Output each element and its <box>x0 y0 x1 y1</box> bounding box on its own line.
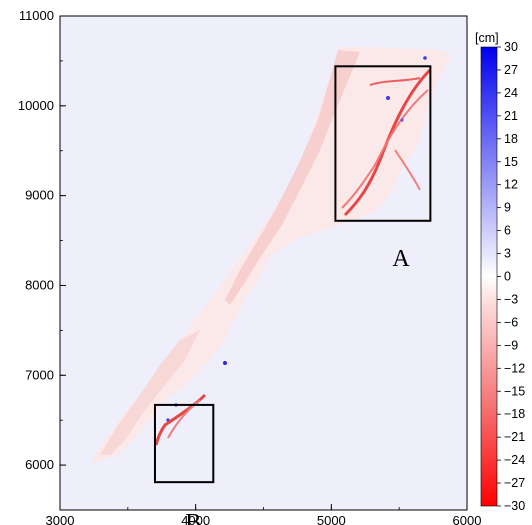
colorbar-tick-label: −15 <box>504 384 525 398</box>
y-tick-label: 6000 <box>25 457 54 472</box>
x-tick-label: 5000 <box>317 513 346 525</box>
blue-speck <box>223 361 227 365</box>
x-axis: 3000 4000 5000 6000 <box>46 504 482 525</box>
colorbar-tick-label: 0 <box>504 270 511 284</box>
x-tick-label: 4000 <box>181 513 210 525</box>
y-tick-label: 7000 <box>25 367 54 382</box>
data-scar-a4 <box>394 149 421 191</box>
region-box-a <box>334 65 432 222</box>
data-scar-b2 <box>167 399 201 439</box>
colorbar-tick-label: −9 <box>504 338 518 352</box>
region-label-a: A <box>392 246 410 272</box>
y-tick-label: 9000 <box>25 188 54 203</box>
colorbar-tick-label: 6 <box>504 224 511 238</box>
x-tick-label: 3000 <box>46 513 75 525</box>
colorbar-tick-label: −12 <box>504 361 525 375</box>
y-tick-label: 10000 <box>18 98 54 113</box>
region-label-b: B <box>185 510 201 525</box>
y-tick-label: 11000 <box>19 8 54 23</box>
data-scar-a3 <box>369 77 421 86</box>
region-box-b <box>153 403 215 484</box>
data-scar-a2 <box>341 89 429 209</box>
colorbar-tick-label: −18 <box>504 407 525 421</box>
x-tick-label: 6000 <box>453 513 482 525</box>
data-band-lower <box>100 330 200 455</box>
colorbar-tick-label: −27 <box>504 476 525 490</box>
colorbar-tick-label: 27 <box>504 63 518 77</box>
y-axis: 6000 7000 8000 9000 10000 11000 <box>18 8 66 511</box>
colorbar-tick-label: −21 <box>504 430 525 444</box>
colorbar-tick-label: 24 <box>504 86 518 100</box>
colorbar-tick-label: 3 <box>504 247 511 261</box>
colorbar <box>480 46 498 507</box>
colorbar-tick-label: 21 <box>504 109 518 123</box>
colorbar-tick-label: −30 <box>504 499 525 513</box>
blue-speck <box>423 56 427 60</box>
blue-speck <box>386 96 390 100</box>
data-band-upper <box>225 50 360 305</box>
colorbar-tick-label: 12 <box>504 178 518 192</box>
data-scar-a1 <box>343 68 432 217</box>
displacement-data-layer <box>90 46 452 465</box>
colorbar-unit: [cm] <box>475 31 499 45</box>
colorbar-tick-label: −3 <box>504 292 518 306</box>
blue-speck <box>400 118 404 122</box>
colorbar-ticks: 302724211815129630−3−6−9−12−15−18−21−24−… <box>497 40 525 513</box>
colorbar-tick-label: −6 <box>504 315 518 329</box>
colorbar-tick-label: 18 <box>504 132 518 146</box>
y-tick-label: 8000 <box>25 277 54 292</box>
colorbar-tick-label: −24 <box>504 453 525 467</box>
region-boxes: AB <box>153 65 432 525</box>
colorbar-tick-label: 9 <box>504 201 511 215</box>
colorbar-tick-label: 15 <box>504 155 518 169</box>
colorbar-tick-label: 30 <box>504 40 518 54</box>
